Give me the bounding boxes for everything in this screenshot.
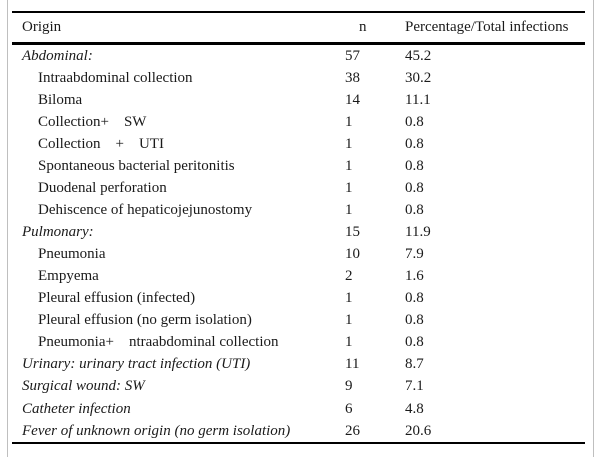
page-frame-left: [7, 0, 8, 457]
n-cell: 11: [345, 356, 360, 373]
table-row: Collection+ SW 1 0.8: [12, 111, 585, 133]
table-header-rule: [12, 42, 585, 45]
table-top-rule: [12, 11, 585, 13]
table-row: Pleural effusion (no germ isolation) 1 0…: [12, 310, 585, 332]
table-row: Urinary: urinary tract infection (UTI) 1…: [12, 354, 585, 376]
n-cell: 1: [345, 334, 353, 351]
percentage-cell: 0.8: [405, 334, 424, 351]
percentage-cell: 0.8: [405, 312, 424, 329]
table-row: Spontaneous bacterial peritonitis 1 0.8: [12, 155, 585, 177]
n-cell: 1: [345, 201, 353, 218]
origin-cell: Dehiscence of hepaticojejunostomy: [38, 201, 253, 218]
origin-cell: Collection + UTI: [38, 135, 164, 152]
header-origin: Origin: [22, 19, 62, 35]
table-bottom-rule: [12, 442, 585, 444]
table-row: Catheter infection 6 4.8: [12, 398, 585, 420]
table-row: Surgical wound: SW 9 7.1: [12, 376, 585, 398]
table-row: Pneumonia+ ntraabdominal collection 1 0.…: [12, 332, 585, 354]
infection-origin-table: Origin n Percentage/Total infections Abd…: [12, 11, 585, 444]
n-cell: 14: [345, 91, 360, 108]
origin-cell: Pleural effusion (infected): [38, 290, 196, 307]
percentage-cell: 7.9: [405, 246, 424, 263]
n-cell: 1: [345, 157, 353, 174]
percentage-cell: 1.6: [405, 268, 424, 285]
origin-cell: Pulmonary:: [22, 224, 94, 241]
table-row: Fever of unknown origin (no germ isolati…: [12, 420, 585, 442]
n-cell: 1: [345, 312, 353, 329]
table-body: Abdominal: 57 45.2 Intraabdominal collec…: [12, 45, 585, 442]
n-cell: 57: [345, 47, 360, 64]
n-cell: 2: [345, 268, 353, 285]
origin-cell: Duodenal perforation: [38, 179, 167, 196]
percentage-cell: 11.1: [405, 91, 431, 108]
percentage-cell: 11.9: [405, 224, 431, 241]
origin-cell: Abdominal:: [22, 47, 93, 64]
page-frame-right: [593, 0, 594, 457]
table-row: Collection + UTI 1 0.8: [12, 133, 585, 155]
header-n: n: [359, 19, 367, 35]
percentage-cell: 0.8: [405, 135, 424, 152]
table-row: Pneumonia 10 7.9: [12, 244, 585, 266]
percentage-cell: 0.8: [405, 113, 424, 130]
origin-cell: Empyema: [38, 268, 99, 285]
percentage-cell: 20.6: [405, 422, 432, 439]
origin-cell: Biloma: [38, 91, 83, 108]
n-cell: 10: [345, 246, 360, 263]
origin-cell: Urinary: urinary tract infection (UTI): [22, 356, 251, 373]
origin-cell: Spontaneous bacterial peritonitis: [38, 157, 235, 174]
origin-cell: Fever of unknown origin (no germ isolati…: [22, 422, 291, 439]
table-row: Dehiscence of hepaticojejunostomy 1 0.8: [12, 199, 585, 221]
n-cell: 1: [345, 290, 353, 307]
table-row: Intraabdominal collection 38 30.2: [12, 67, 585, 89]
percentage-cell: 0.8: [405, 179, 424, 196]
origin-cell: Intraabdominal collection: [38, 69, 193, 86]
table-row: Duodenal perforation 1 0.8: [12, 177, 585, 199]
origin-cell: Pneumonia+ ntraabdominal collection: [38, 334, 279, 351]
percentage-cell: 45.2: [405, 47, 432, 64]
percentage-cell: 30.2: [405, 69, 432, 86]
n-cell: 1: [345, 135, 353, 152]
origin-cell: Collection+ SW: [38, 113, 147, 130]
table-row: Pulmonary: 15 11.9: [12, 222, 585, 244]
percentage-cell: 0.8: [405, 201, 424, 218]
percentage-cell: 8.7: [405, 356, 424, 373]
n-cell: 1: [345, 113, 353, 130]
table-row: Biloma 14 11.1: [12, 89, 585, 111]
origin-cell: Pleural effusion (no germ isolation): [38, 312, 252, 329]
percentage-cell: 0.8: [405, 290, 424, 307]
table-header-row: Origin n Percentage/Total infections: [12, 13, 585, 42]
n-cell: 6: [345, 400, 353, 417]
origin-cell: Surgical wound: SW: [22, 378, 145, 395]
header-percentage-total-infections: Percentage/Total infections: [405, 19, 569, 35]
origin-cell: Catheter infection: [22, 400, 131, 417]
n-cell: 26: [345, 422, 360, 439]
table-row: Empyema 2 1.6: [12, 266, 585, 288]
origin-cell: Pneumonia: [38, 246, 106, 263]
table-row: Abdominal: 57 45.2: [12, 45, 585, 67]
table-row: Pleural effusion (infected) 1 0.8: [12, 288, 585, 310]
n-cell: 15: [345, 224, 360, 241]
percentage-cell: 4.8: [405, 400, 424, 417]
n-cell: 9: [345, 378, 353, 395]
percentage-cell: 0.8: [405, 157, 424, 174]
percentage-cell: 7.1: [405, 378, 424, 395]
n-cell: 38: [345, 69, 360, 86]
n-cell: 1: [345, 179, 353, 196]
